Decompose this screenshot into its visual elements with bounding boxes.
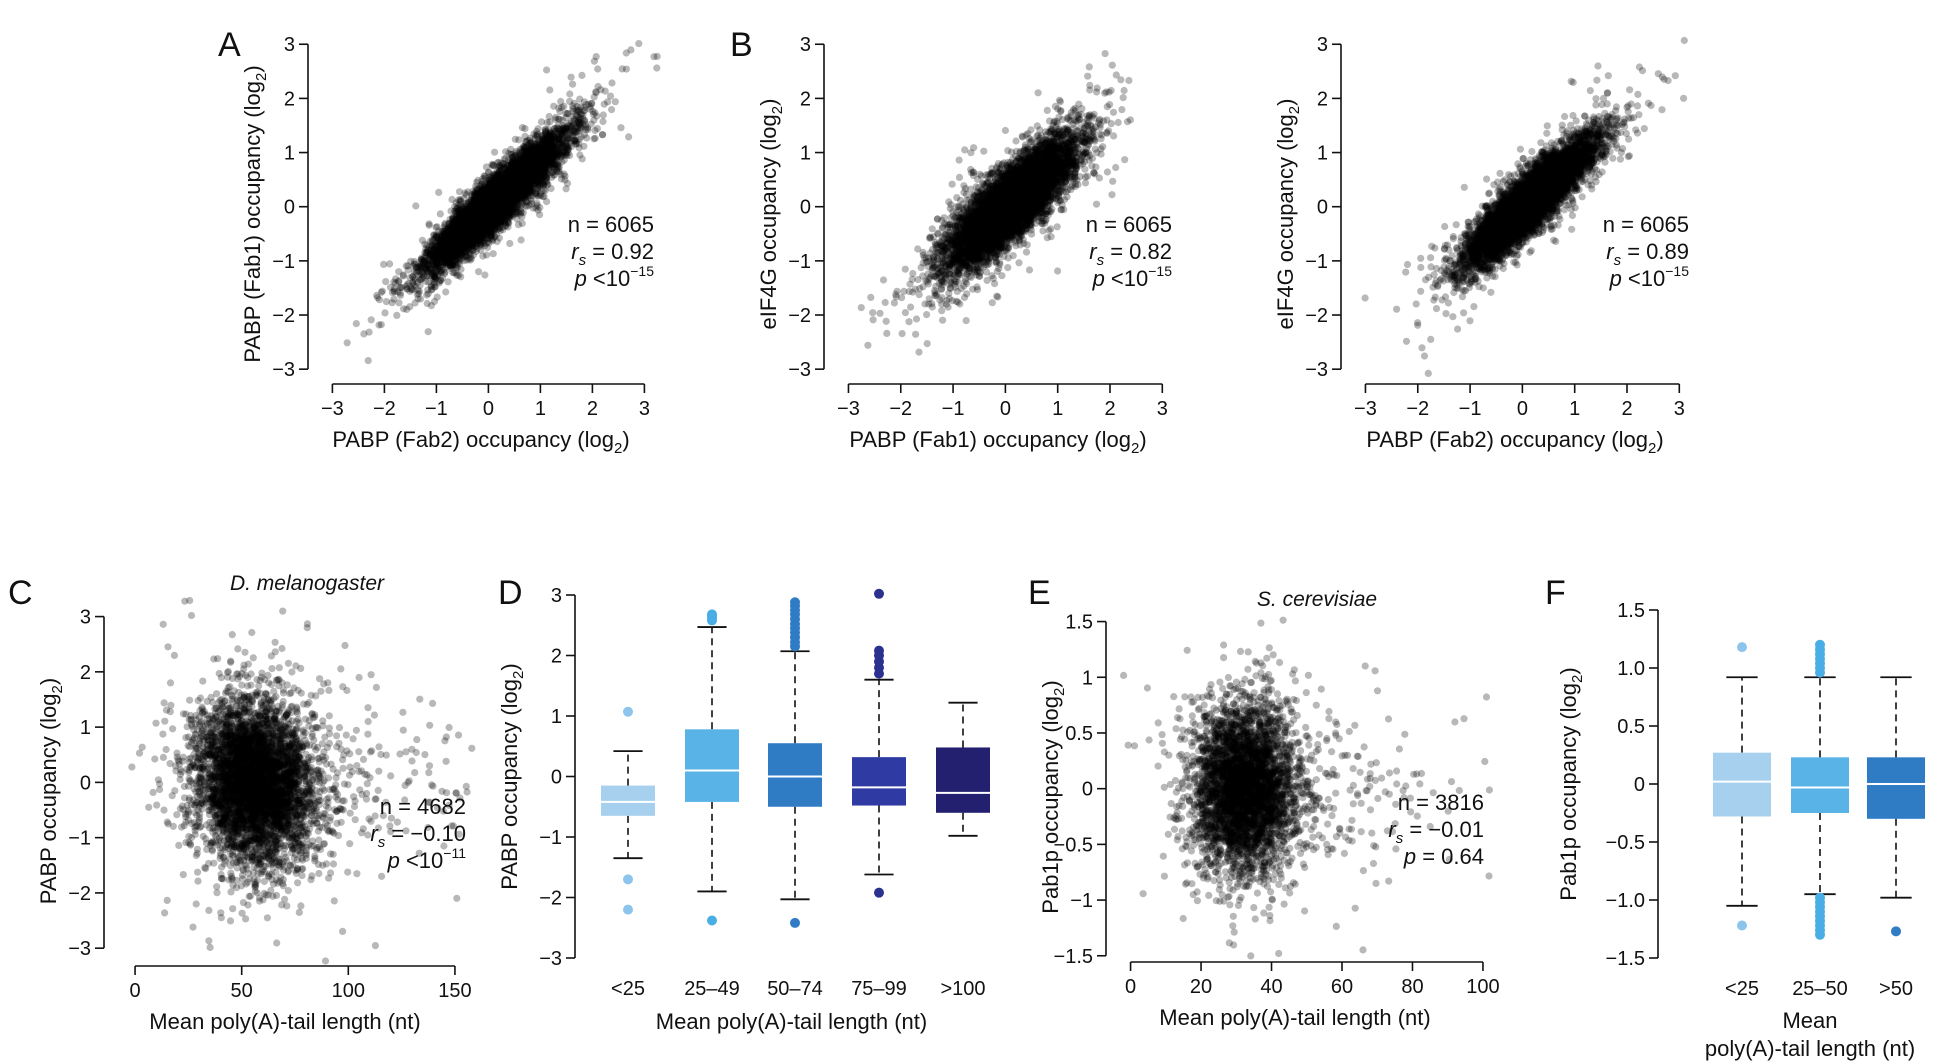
scatter-point [635, 40, 642, 47]
scatter-point [412, 202, 419, 209]
scatter-point [600, 111, 607, 118]
scatter-point [344, 339, 351, 346]
scatter-point [599, 118, 606, 125]
scatter-point [442, 288, 449, 295]
scatter-point [491, 149, 498, 156]
scatter-point [591, 127, 598, 134]
figure-canvas: A−3−2−10123−3 −2 −1 0 1 2 3PABP (Fab2) occupan… [0, 0, 1943, 1062]
scatter-point [653, 64, 660, 71]
scatter-points [344, 40, 661, 364]
panel-letter-A: A [218, 26, 241, 64]
scatter-point [366, 329, 373, 336]
